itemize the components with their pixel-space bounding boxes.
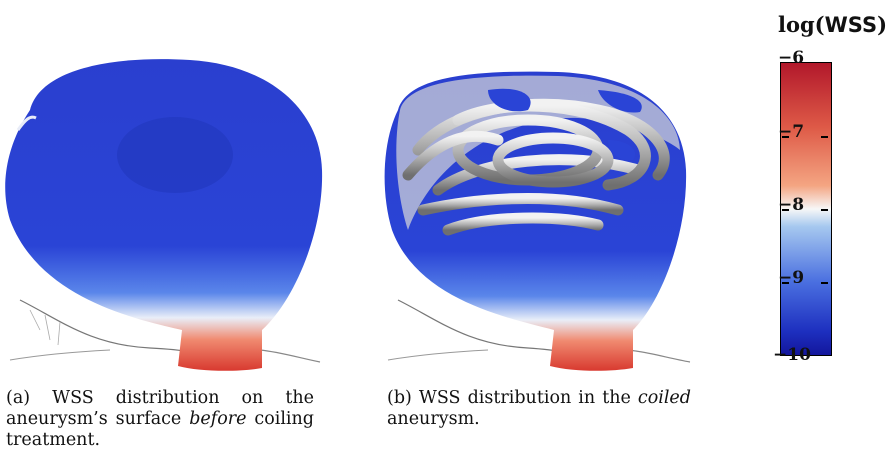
colorbar-tick-label: −8	[778, 195, 805, 215]
aneurysm-render-b	[384, 71, 691, 371]
caption-b-emphasis: coiled	[637, 388, 691, 408]
colorbar-tick-label: −9	[778, 268, 805, 288]
panel-b-coiled-aneurysm	[378, 0, 698, 380]
colorbar-title-suffix: )	[877, 12, 888, 37]
colorbar-tick-mark	[821, 136, 828, 138]
colorbar-tick-label: −6	[778, 48, 805, 68]
colorbar-tick-label: −10	[773, 345, 811, 365]
caption-b-text-before: WSS distribution in the	[411, 388, 638, 408]
colorbar-tick-mark	[782, 282, 789, 284]
caption-b-label: (b)	[387, 388, 412, 408]
panel-a-aneurysm-surface	[0, 0, 340, 380]
caption-b: (b) WSS distribution in the coiled aneur…	[387, 388, 691, 430]
coil-bundle	[402, 98, 670, 236]
colorbar-tick-mark	[821, 282, 828, 284]
caption-a-text-before: WSS distribution on the aneurysm’s surfa…	[6, 388, 314, 429]
colorbar-tick-mark	[782, 209, 789, 211]
colorbar-tick-mark	[782, 136, 789, 138]
colorbar-title: log(WSS)	[778, 12, 887, 37]
aneurysm-render-a	[5, 59, 323, 371]
colorbar-title-variable: WSS	[824, 13, 878, 37]
colorbar-tick-label: −7	[778, 122, 805, 142]
colorbar-title-prefix: log(	[778, 12, 825, 37]
aneurysm-dome	[5, 59, 323, 371]
caption-a-emphasis: before	[189, 409, 247, 429]
caption-a-label: (a)	[6, 388, 31, 408]
caption-b-text-after: aneurysm.	[387, 409, 480, 429]
caption-a-text-after: coiling treatment.	[6, 409, 315, 450]
colorbar-tick-mark	[821, 209, 828, 211]
caption-a: (a) WSS distribution on the aneurysm’s s…	[6, 388, 314, 451]
